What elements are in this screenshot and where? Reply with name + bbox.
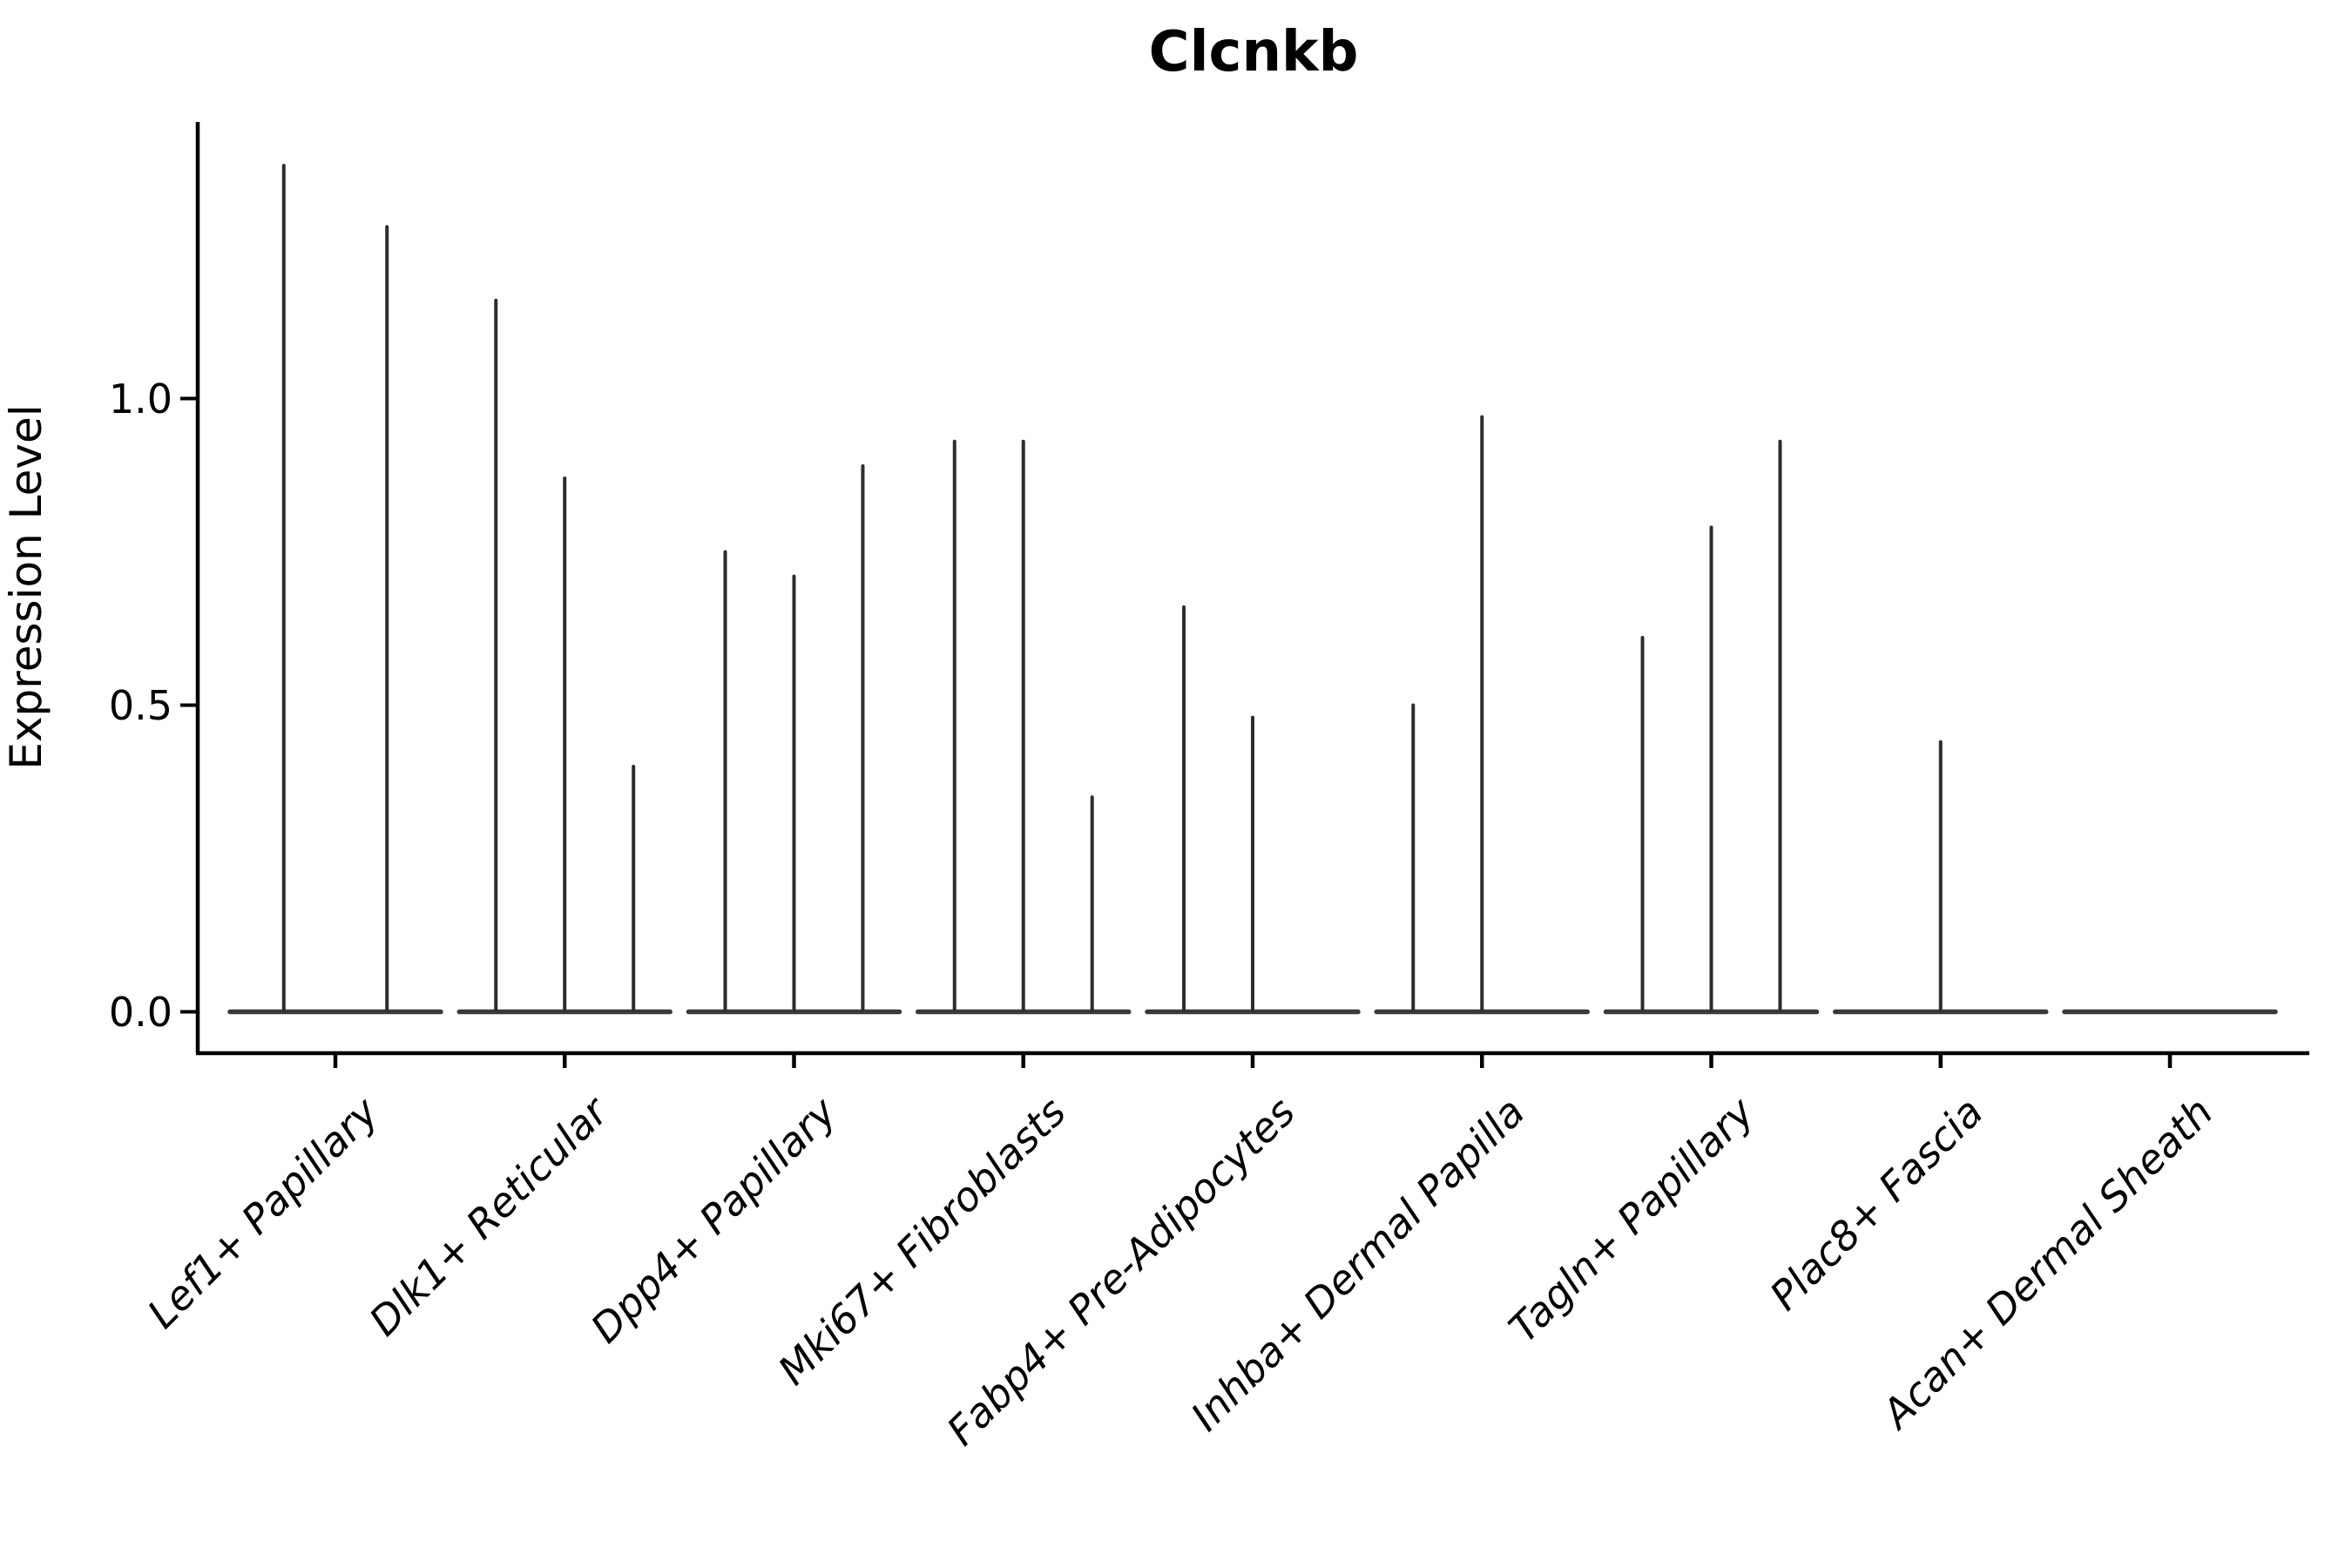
y-axis-label: Expression Level — [1, 404, 51, 770]
chart-title: Clcnkb — [1148, 20, 1359, 84]
y-tick-label: 1.0 — [108, 375, 172, 422]
y-tick-label: 0.5 — [108, 681, 172, 729]
y-tick-label: 0.0 — [108, 988, 172, 1036]
